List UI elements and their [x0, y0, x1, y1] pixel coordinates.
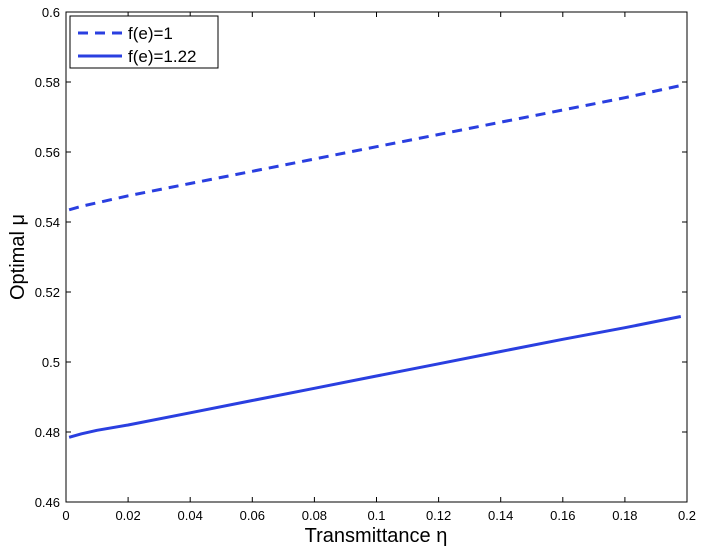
x-tick-label: 0.2 [678, 508, 696, 523]
legend-label-f-e-1: f(e)=1 [128, 24, 173, 43]
x-tick-label: 0.12 [426, 508, 451, 523]
x-tick-label: 0 [62, 508, 69, 523]
series-line-solid [68, 315, 682, 439]
legend-label-f-e-1-22: f(e)=1.22 [128, 47, 197, 66]
x-tick-label: 0.16 [550, 508, 575, 523]
x-tick-label: 0.14 [488, 508, 513, 523]
plot-background [66, 12, 687, 502]
y-tick-label: 0.6 [42, 5, 60, 20]
x-tick-label: 0.08 [302, 508, 327, 523]
x-tick-label: 0.18 [612, 508, 637, 523]
x-tick-label: 0.06 [240, 508, 265, 523]
y-axis-ticks: 0.46 0.48 0.5 0.52 0.54 0.56 0.58 0.6 [35, 5, 687, 510]
y-tick-label: 0.46 [35, 495, 60, 510]
x-axis-ticks: 0 0.02 0.04 0.06 0.08 0.1 0.12 0.14 0.16 0.18 0.2 [62, 12, 696, 523]
x-tick-label: 0.1 [367, 508, 385, 523]
y-tick-label: 0.5 [42, 355, 60, 370]
legend: f(e)=1 f(e)=1.22 [69, 15, 219, 69]
x-axis-title: Transmittance η [305, 525, 448, 547]
y-tick-label: 0.48 [35, 425, 60, 440]
series-layer [68, 84, 682, 439]
y-tick-label: 0.52 [35, 285, 60, 300]
x-tick-label: 0.02 [115, 508, 140, 523]
y-tick-label: 0.58 [35, 75, 60, 90]
x-tick-label: 0.04 [178, 508, 203, 523]
y-tick-label: 0.54 [35, 215, 60, 230]
plot-frame [65, 11, 688, 503]
y-axis-title: Optimal μ [7, 214, 29, 300]
y-tick-label: 0.56 [35, 145, 60, 160]
legend-box [69, 15, 219, 69]
